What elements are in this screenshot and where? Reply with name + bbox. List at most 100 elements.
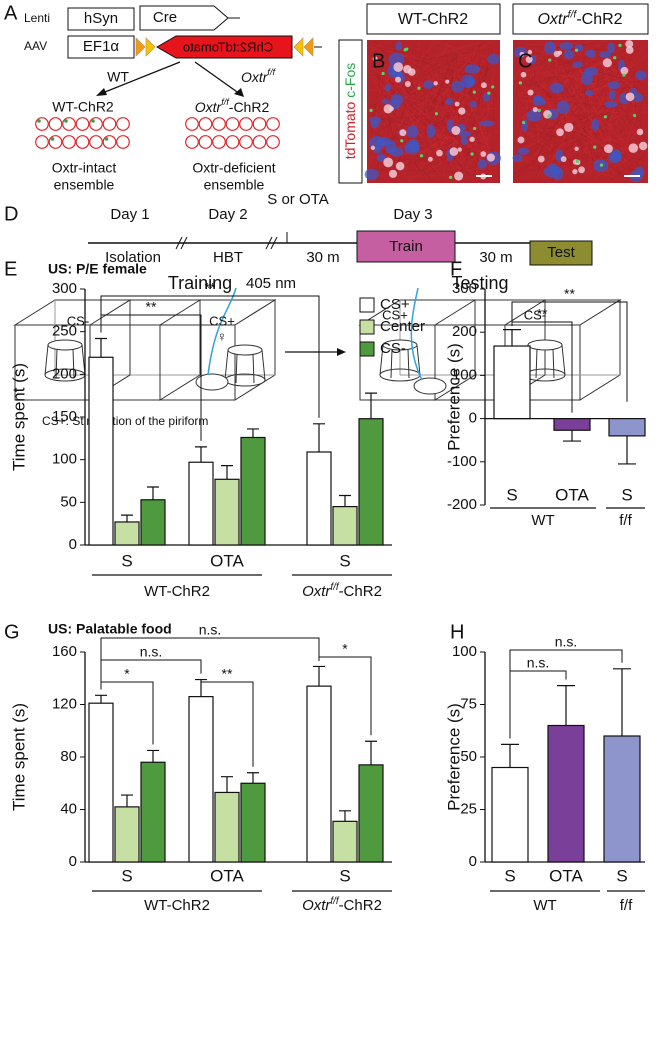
fiber xyxy=(576,90,640,157)
cell xyxy=(252,135,267,149)
nucleus xyxy=(559,42,574,50)
header-box xyxy=(366,3,501,35)
fiber xyxy=(418,41,421,100)
bar xyxy=(306,451,332,546)
fiber xyxy=(369,72,429,182)
label: CS+ xyxy=(209,313,235,328)
label: Day 2 xyxy=(208,206,247,223)
fiber xyxy=(595,74,623,159)
fiber xyxy=(557,53,572,175)
fiber xyxy=(517,49,647,86)
nucleus xyxy=(556,100,570,114)
group-label: f/f xyxy=(619,512,632,529)
label: Oxtrf/f-ChR2 xyxy=(302,581,382,600)
fiber xyxy=(543,64,632,164)
nucleus xyxy=(376,153,386,162)
cfos-dot xyxy=(449,175,453,179)
label-part: Oxtr xyxy=(537,11,568,28)
fiber xyxy=(537,85,638,154)
label: Testing xyxy=(451,273,508,293)
nucleus xyxy=(608,90,616,101)
fiber xyxy=(604,101,610,150)
cell-body xyxy=(451,126,461,135)
nucleus xyxy=(521,119,528,132)
bar xyxy=(608,418,646,437)
fiber xyxy=(566,50,588,100)
arrowhead xyxy=(337,348,346,356)
arrow xyxy=(99,61,181,95)
fiber xyxy=(374,72,475,180)
fiber xyxy=(517,126,647,162)
cell-body xyxy=(625,46,634,54)
cell-body xyxy=(480,82,487,89)
cell-body xyxy=(480,151,487,157)
stain-label-box xyxy=(338,39,363,184)
significance-bracket xyxy=(100,659,202,690)
significance-label: ** xyxy=(222,666,233,682)
nucleus xyxy=(572,61,583,69)
significance-bracket xyxy=(200,681,254,767)
cell-body xyxy=(427,156,433,162)
cell-body xyxy=(394,76,402,83)
lox-site xyxy=(135,37,146,57)
fiber xyxy=(433,96,493,139)
label-sup: f/f xyxy=(568,9,578,20)
cell-body xyxy=(458,107,466,115)
fiber xyxy=(438,53,483,99)
y-tick-label: 120 xyxy=(52,695,77,712)
label: Oxtr-intact xyxy=(52,160,117,176)
fiber xyxy=(398,50,425,135)
y-tick-label: -200 xyxy=(447,496,477,513)
break-mark xyxy=(175,236,183,250)
promoter-box xyxy=(67,35,135,59)
fiber xyxy=(435,127,460,138)
break-mark xyxy=(270,236,278,250)
fiber xyxy=(475,166,496,176)
cell-body xyxy=(436,149,443,157)
fiber xyxy=(368,59,442,126)
arrow xyxy=(194,61,241,95)
nucleus xyxy=(479,120,495,127)
x-tick-label: S xyxy=(616,866,627,885)
nucleus xyxy=(604,100,618,108)
fiber xyxy=(477,45,481,165)
fiber xyxy=(419,74,445,128)
cell xyxy=(212,135,226,149)
cup-body xyxy=(379,344,421,379)
fiber xyxy=(399,75,416,134)
cell-body xyxy=(449,147,459,156)
fiber xyxy=(393,41,457,181)
y-tick-label: 160 xyxy=(52,643,77,660)
fiber xyxy=(566,157,580,178)
fiber xyxy=(531,147,553,183)
fiber xyxy=(547,80,633,155)
fiber xyxy=(583,83,594,167)
nucleus xyxy=(585,89,594,97)
label-part: -ChR2 xyxy=(576,11,622,28)
fiber xyxy=(559,66,592,122)
bar xyxy=(332,506,358,546)
cfos-dot xyxy=(419,154,424,158)
significance-label: * xyxy=(342,641,348,657)
cell-body xyxy=(383,157,394,168)
label-sup: f/f xyxy=(330,895,339,906)
fiber xyxy=(481,43,491,111)
cup-body xyxy=(44,344,86,379)
x-tick-label: OTA xyxy=(549,866,583,885)
fiber xyxy=(478,117,493,180)
cfos-dot xyxy=(622,73,626,77)
fiber xyxy=(382,69,389,88)
cell xyxy=(239,117,253,131)
cfos-dot xyxy=(434,112,439,116)
stain-label: tdTomato c-Fos xyxy=(342,63,358,159)
fiber xyxy=(563,71,606,143)
fiber xyxy=(551,53,609,173)
fiber xyxy=(515,155,617,173)
chamber-front xyxy=(359,324,581,401)
fiber xyxy=(572,100,610,136)
fiber xyxy=(524,42,591,91)
fiber xyxy=(555,84,576,182)
fiber xyxy=(371,64,468,149)
cell-body xyxy=(638,141,648,151)
x-tick-label: S xyxy=(339,866,350,885)
